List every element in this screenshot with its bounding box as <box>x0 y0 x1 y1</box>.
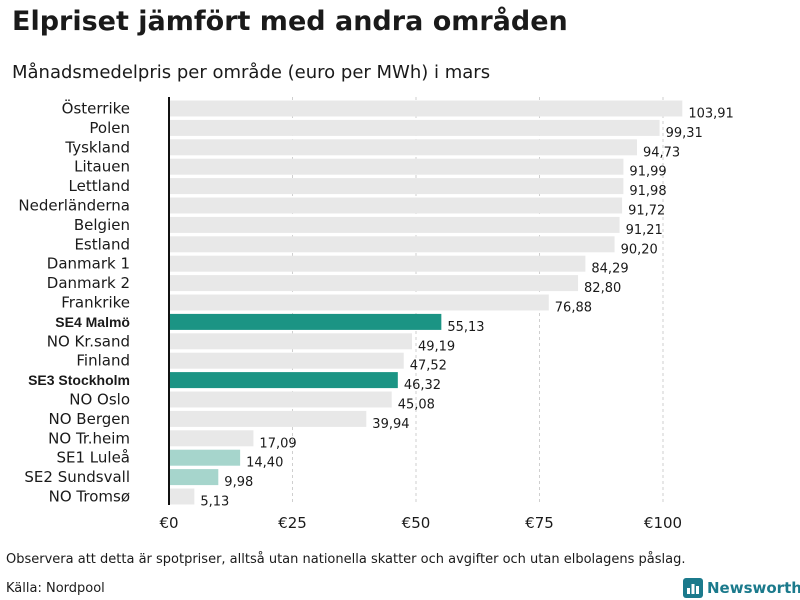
category-label: Finland <box>76 352 130 370</box>
bar <box>169 100 683 117</box>
bar-chart-logo-icon <box>683 578 703 598</box>
bars <box>169 100 683 505</box>
category-label: NO Kr.sand <box>47 332 130 350</box>
category-label: NO Tr.heim <box>48 429 130 447</box>
category-label: NO Bergen <box>49 410 130 428</box>
category-label: Lettland <box>69 177 130 195</box>
value-label: 90,20 <box>621 242 658 257</box>
value-label: 17,09 <box>259 436 296 451</box>
value-label: 103,91 <box>688 107 734 122</box>
value-label: 91,98 <box>629 184 666 199</box>
value-label: 91,99 <box>629 165 666 180</box>
x-tick-label: €100 <box>644 514 682 532</box>
bar <box>169 352 404 369</box>
bar <box>169 119 660 136</box>
x-axis-ticks: €0 €25 €50 €75 €100 <box>159 514 682 532</box>
category-label: Tyskland <box>64 138 130 156</box>
bar <box>169 236 615 253</box>
bar <box>169 333 412 350</box>
value-label: 55,13 <box>447 320 484 335</box>
bar <box>169 178 624 195</box>
category-label: SE1 Luleå <box>57 449 131 467</box>
value-label: 82,80 <box>584 281 621 296</box>
x-tick-label: €0 <box>159 514 178 532</box>
category-label: Danmark 1 <box>47 255 130 273</box>
value-label: 99,31 <box>666 126 703 141</box>
value-label: 46,32 <box>404 378 441 393</box>
x-tick-label: €25 <box>278 514 307 532</box>
value-labels: 103,91 99,31 94,73 91,99 91,98 91,72 91,21 90,2… <box>200 107 733 510</box>
bar <box>169 313 442 330</box>
value-label: 91,21 <box>626 223 663 238</box>
category-label: SE4 Malmö <box>55 314 130 330</box>
bar <box>169 158 624 175</box>
brand-logo: Newsworthy <box>683 578 800 598</box>
value-label: 14,40 <box>246 456 283 471</box>
bar <box>169 197 623 214</box>
category-label: SE2 Sundsvall <box>24 468 130 486</box>
x-tick-label: €50 <box>402 514 431 532</box>
value-label: 76,88 <box>555 301 592 316</box>
value-label: 47,52 <box>410 359 447 374</box>
bar <box>169 255 586 272</box>
bar <box>169 139 637 156</box>
category-label: SE3 Stockholm <box>28 372 130 388</box>
value-label: 45,08 <box>398 398 435 413</box>
category-label: Danmark 2 <box>47 274 130 292</box>
source-note: Källa: Nordpool <box>6 581 105 596</box>
chart-title: Elpriset jämfört med andra områden <box>12 6 568 37</box>
category-label: Litauen <box>74 158 130 176</box>
brand-name: Newsworthy <box>707 579 800 597</box>
bar <box>169 449 241 466</box>
bar <box>169 294 549 311</box>
category-label: NO Tromsø <box>49 488 130 506</box>
bar <box>169 488 195 505</box>
chart-subtitle: Månadsmedelpris per område (euro per MWh… <box>12 62 491 83</box>
value-label: 9,98 <box>224 475 253 490</box>
bar <box>169 391 392 408</box>
value-label: 91,72 <box>628 204 665 219</box>
category-label: Frankrike <box>61 294 130 312</box>
bar <box>169 372 398 389</box>
bar <box>169 410 367 427</box>
x-tick-label: €75 <box>525 514 554 532</box>
bar <box>169 275 579 292</box>
value-label: 5,13 <box>200 495 229 510</box>
footnote: Observera att detta är spotpriser, allts… <box>6 552 686 567</box>
category-label: NO Oslo <box>69 391 130 409</box>
value-label: 84,29 <box>591 262 628 277</box>
value-label: 39,94 <box>372 417 409 432</box>
category-label: Estland <box>74 235 130 253</box>
value-label: 94,73 <box>643 145 680 160</box>
category-label: Nederländerna <box>18 197 130 215</box>
category-label: Polen <box>89 119 130 137</box>
bar <box>169 469 219 486</box>
category-label: Österrike <box>62 99 130 118</box>
value-label: 49,19 <box>418 339 455 354</box>
category-label: Belgien <box>74 216 130 234</box>
bar <box>169 430 254 447</box>
bar <box>169 216 620 233</box>
